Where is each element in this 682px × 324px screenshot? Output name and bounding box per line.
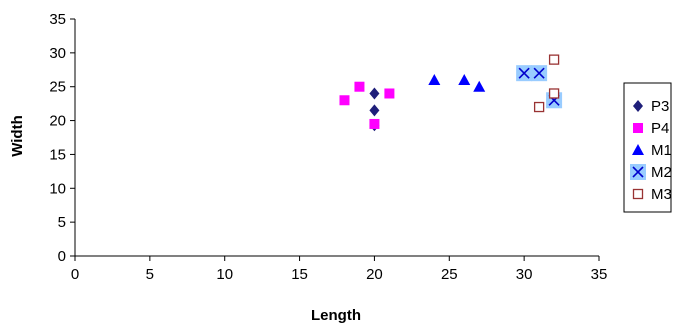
data-marks bbox=[339, 54, 563, 132]
legend-label-m3: M3 bbox=[651, 186, 672, 203]
point-m2 bbox=[531, 65, 548, 82]
x-tick-label: 0 bbox=[71, 266, 79, 283]
x-tick-label: 20 bbox=[366, 266, 383, 283]
legend-label-p3: P3 bbox=[651, 98, 669, 115]
legend-label-m2: M2 bbox=[651, 164, 672, 181]
axes: 0 5 10 15 20 25 30 35 0 5 10 15 20 25 30 35 bbox=[49, 11, 607, 283]
point-m2 bbox=[516, 65, 533, 82]
point-p4 bbox=[339, 95, 350, 106]
legend-marker-m2 bbox=[630, 164, 646, 180]
y-tick-label: 5 bbox=[58, 214, 66, 231]
point-p4 bbox=[354, 81, 365, 92]
x-tick-label: 25 bbox=[441, 266, 458, 283]
legend-marker-m3 bbox=[632, 188, 644, 200]
y-tick-label: 25 bbox=[49, 79, 66, 96]
point-m1 bbox=[458, 73, 471, 85]
legend-frame bbox=[623, 82, 672, 213]
x-tick-label: 5 bbox=[146, 266, 154, 283]
x-axis-title: Length bbox=[311, 307, 361, 324]
y-axis-title: Width bbox=[9, 115, 26, 157]
point-p3 bbox=[369, 104, 380, 117]
point-p4 bbox=[384, 88, 395, 99]
y-tick-label: 0 bbox=[58, 248, 66, 265]
x-tick-label: 15 bbox=[291, 266, 308, 283]
x-tick-label: 10 bbox=[216, 266, 233, 283]
legend-marker-p3 bbox=[633, 100, 643, 112]
y-tick-label: 30 bbox=[49, 45, 66, 62]
legend-label-m1: M1 bbox=[651, 142, 672, 159]
point-m3 bbox=[548, 88, 560, 99]
point-m1 bbox=[473, 80, 486, 92]
y-tick-label: 20 bbox=[49, 113, 66, 130]
legend-label-p4: P4 bbox=[651, 120, 669, 137]
point-m3 bbox=[533, 101, 545, 113]
x-tick-label: 35 bbox=[591, 266, 608, 283]
legend-marker-m1 bbox=[632, 144, 644, 155]
x-tick-label: 30 bbox=[516, 266, 533, 283]
legend: P3 P4 M1 M2 M3 bbox=[623, 82, 672, 213]
y-tick-label: 10 bbox=[49, 180, 66, 197]
y-tick-label: 35 bbox=[49, 11, 66, 28]
point-m3 bbox=[548, 54, 560, 65]
y-tick-label: 15 bbox=[49, 146, 66, 163]
point-p4 bbox=[369, 118, 380, 129]
legend-marker-p4 bbox=[633, 123, 643, 133]
point-m1 bbox=[428, 73, 441, 85]
point-p3 bbox=[369, 87, 380, 100]
